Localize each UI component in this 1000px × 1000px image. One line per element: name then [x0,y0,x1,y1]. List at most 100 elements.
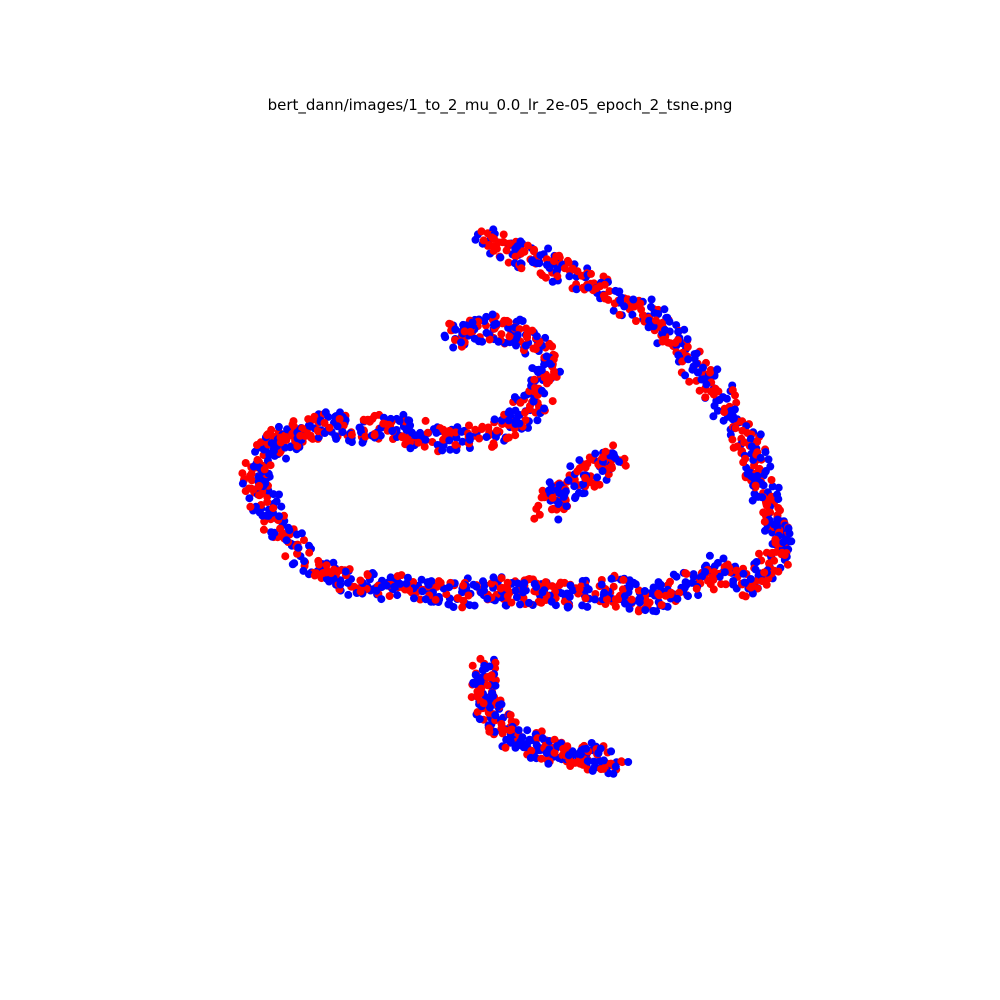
blue-point [647,295,656,304]
blue-point [516,315,524,324]
red-point [489,246,498,255]
red-point [476,689,485,698]
blue-point [624,758,633,766]
blue-point [565,592,574,601]
red-point [597,765,605,774]
blue-point [560,488,569,497]
blue-point [267,528,276,537]
red-point [755,549,763,558]
red-point [511,252,520,261]
blue-point [593,473,602,482]
blue-point [709,412,718,421]
blue-point [424,580,433,589]
blue-point [395,417,404,425]
red-point [537,598,546,607]
blue-point [457,338,465,347]
red-point [451,428,460,437]
red-point [537,493,546,502]
blue-point [591,449,600,458]
blue-point [625,583,634,592]
red-point [296,431,305,440]
blue-point [746,434,755,443]
red-point [356,576,365,585]
blue-point [628,310,637,319]
red-point [523,241,532,250]
blue-point [538,734,547,743]
red-point [511,431,520,440]
red-point [503,592,512,601]
blue-point [650,309,659,318]
red-point [421,416,430,425]
blue-point [600,588,609,597]
red-point [479,699,488,708]
red-point [361,432,370,441]
blue-point [343,578,352,587]
blue-point [469,679,478,688]
blue-point [471,671,480,679]
red-point [637,305,646,314]
blue-point [785,529,794,538]
blue-point [480,586,488,595]
blue-point [489,573,498,582]
red-point [451,440,460,449]
red-point [446,320,455,329]
blue-point [684,355,693,364]
blue-point [421,435,430,444]
red-point [403,434,412,443]
blue-point [579,480,588,489]
red-point [310,412,319,421]
blue-point [532,582,541,591]
red-point [507,725,516,734]
red-point [710,568,719,577]
blue-point [238,479,247,488]
blue-point [264,511,273,520]
red-point [548,582,557,591]
blue-point [510,393,519,402]
red-point [732,566,741,575]
red-point [701,393,710,402]
blue-point [544,759,553,768]
red-point [370,431,379,440]
red-point [499,230,508,239]
blue-point [516,600,524,609]
blue-point [597,580,606,589]
blue-point [399,410,408,419]
blue-point [647,302,655,311]
blue-point [715,396,724,404]
red-point [246,502,255,511]
blue-point [752,558,761,566]
red-point [520,247,529,256]
blue-point [598,467,607,475]
red-point [393,572,402,581]
blue-point [694,591,703,600]
red-point [555,581,564,590]
blue-point [272,497,281,506]
red-point [471,425,480,434]
red-point [496,584,505,593]
blue-point [483,594,492,603]
blue-point [305,541,313,550]
blue-point [607,574,616,583]
blue-point [294,543,303,552]
red-point [760,517,769,526]
blue-point [689,572,698,581]
red-point [560,264,569,273]
blue-point [336,576,345,585]
blue-point [471,235,480,244]
blue-point [523,726,532,735]
blue-point [525,735,534,744]
blue-point [465,601,474,610]
red-point [532,504,541,513]
red-point [466,327,475,336]
blue-point [669,570,678,579]
blue-point [566,581,575,590]
blue-point [681,371,690,380]
red-point [477,227,486,236]
blue-point [299,566,308,575]
red-point [464,591,473,600]
red-point [566,762,575,770]
red-point [609,582,618,591]
red-point [305,548,314,557]
red-point [627,595,636,604]
